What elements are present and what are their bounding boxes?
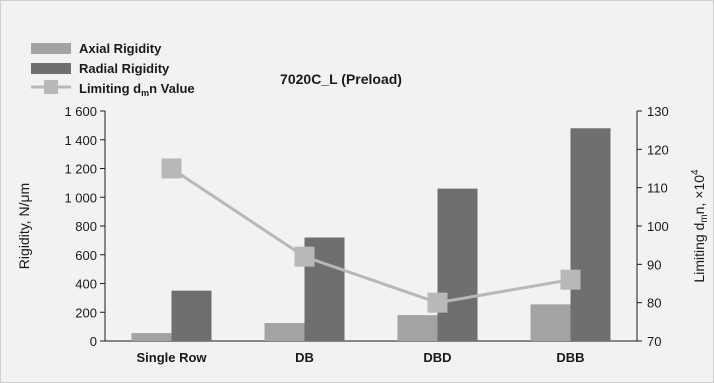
right-tick-label: 90 (647, 257, 661, 272)
legend-limiting-part2: n Value (149, 81, 195, 96)
legend-label-axial: Axial Rigidity (79, 41, 162, 56)
limiting-line-series (161, 158, 581, 313)
radial-rigidity-bar (171, 290, 212, 341)
right-tick-label: 130 (647, 104, 669, 119)
category-label: Single Row (136, 350, 207, 365)
limiting-value-marker (161, 158, 182, 179)
left-tick-label: 1 000 (64, 190, 97, 205)
left-ticks: 0 200 400 600 800 1 000 1 200 1 400 1 600 (64, 104, 105, 349)
radial-rigidity-bar (437, 188, 478, 341)
category-label: DB (295, 350, 314, 365)
right-label-sup: 4 (690, 169, 701, 175)
axial-rigidity-bar (397, 315, 438, 341)
radial-rigidity-bar (570, 128, 611, 341)
legend-swatch-axial (31, 43, 71, 54)
limiting-value-marker (427, 292, 448, 313)
left-tick-label: 200 (75, 305, 97, 320)
limiting-value-line (170, 167, 571, 305)
right-tick-label: 80 (647, 296, 661, 311)
left-tick-label: 600 (75, 248, 97, 263)
right-axis-label: Limiting dmn, ×104 (690, 169, 710, 283)
category-label: DBD (423, 350, 451, 365)
axial-rigidity-bar (264, 323, 305, 341)
bars (131, 128, 611, 341)
left-tick-label: 1 400 (64, 133, 97, 148)
left-axis-label: Rigidity, N/μm (16, 183, 32, 269)
legend-swatch-marker (44, 80, 58, 94)
left-tick-label: 0 (90, 334, 97, 349)
right-tick-label: 110 (647, 181, 668, 196)
legend: Axial Rigidity Radial Rigidity Limiting … (31, 41, 195, 98)
right-ticks: 70 80 90 100 110 120 130 (637, 104, 669, 349)
axial-rigidity-bar (131, 333, 172, 341)
legend-limiting-sub: m (141, 88, 149, 98)
chart-title: 7020C_L (Preload) (280, 71, 402, 87)
left-tick-label: 400 (75, 277, 97, 292)
legend-swatch-radial (31, 63, 71, 74)
right-tick-label: 70 (647, 334, 661, 349)
left-tick-label: 800 (75, 219, 97, 234)
right-tick-label: 100 (647, 219, 669, 234)
category-labels: Single Row DB DBD DBB (136, 350, 584, 365)
legend-label-limiting: Limiting dmn Value (79, 81, 195, 98)
limiting-value-marker (294, 246, 315, 267)
legend-limiting-part1: Limiting d (79, 81, 141, 96)
limiting-value-marker (560, 269, 581, 290)
right-label-sub: m (699, 214, 710, 222)
axial-rigidity-bar (530, 304, 571, 341)
legend-label-radial: Radial Rigidity (79, 61, 170, 76)
right-tick-label: 120 (647, 142, 669, 157)
right-label-part2: n, ×10 (691, 175, 707, 215)
right-label-part1: Limiting d (691, 223, 707, 283)
category-label: DBB (556, 350, 584, 365)
left-tick-label: 1 200 (64, 162, 97, 177)
left-tick-label: 1 600 (64, 104, 97, 119)
